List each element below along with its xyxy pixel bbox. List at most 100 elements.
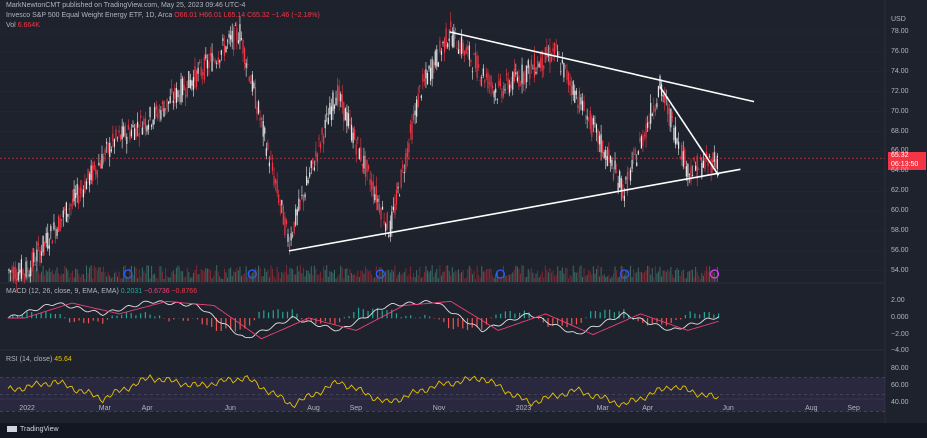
candle-body xyxy=(140,115,142,118)
candle-body xyxy=(442,41,444,44)
candle-body xyxy=(315,151,317,157)
volume-bar xyxy=(289,267,291,282)
volume-bar xyxy=(86,265,87,282)
volume-bar xyxy=(592,266,594,282)
candle-body xyxy=(169,96,171,103)
volume-line: Vol 6.664K xyxy=(6,22,40,29)
volume-bar xyxy=(510,273,512,282)
volume-bar xyxy=(293,274,295,282)
macd-hist-bar xyxy=(556,318,559,324)
macd-hist-bar xyxy=(443,318,445,323)
volume-bar xyxy=(76,269,78,282)
candle-body xyxy=(133,128,136,141)
volume-bar xyxy=(98,267,100,282)
macd-hist-bar xyxy=(334,318,336,325)
candle-body xyxy=(75,193,77,199)
volume-bar xyxy=(360,270,362,282)
candle-body xyxy=(716,155,718,170)
candle-body xyxy=(536,60,539,70)
tradingview-logo-icon xyxy=(7,426,17,433)
candle-body xyxy=(61,219,63,221)
volume-bar xyxy=(285,265,287,282)
volume-bar xyxy=(290,267,292,282)
candle-body xyxy=(152,119,154,125)
price-tick-label: 78.00 xyxy=(891,28,909,35)
volume-bar xyxy=(213,275,215,282)
candle-body xyxy=(648,121,650,124)
rsi-legend[interactable]: RSI (14, close) 45.64 xyxy=(6,356,72,363)
time-tick-label: 2022 xyxy=(19,405,35,412)
volume-bar xyxy=(19,275,21,282)
macd-name: MACD (12, 26, close, 9, EMA, EMA) xyxy=(6,288,119,295)
candle-body xyxy=(71,198,74,203)
volume-bar xyxy=(478,275,480,282)
candle-body xyxy=(95,168,97,175)
volume-bar xyxy=(378,267,380,282)
candle-body xyxy=(555,44,557,46)
candle-body xyxy=(366,159,368,173)
macd-hist-bar xyxy=(258,311,260,319)
volume-bar xyxy=(55,271,56,282)
volume-bar xyxy=(295,274,297,282)
tradingview-brand[interactable]: TradingView xyxy=(7,426,59,433)
volume-bar xyxy=(676,268,678,282)
symbol-title[interactable]: Invesco S&P 500 Equal Weight Energy ETF,… xyxy=(6,12,173,19)
macd-hist-bar xyxy=(158,315,161,319)
volume-bar xyxy=(239,266,241,282)
rsi-tick-label: 40.00 xyxy=(891,399,909,406)
volume-bar xyxy=(597,265,599,282)
candle-body xyxy=(687,164,689,178)
candle-body xyxy=(543,65,545,70)
volume-bar xyxy=(671,274,673,282)
candle-body xyxy=(434,51,436,66)
macd-hist-bar xyxy=(594,310,597,319)
volume-bar xyxy=(639,272,641,282)
candle-body xyxy=(554,43,556,55)
candle-body xyxy=(713,152,715,163)
macd-tick-label: −2.00 xyxy=(891,330,909,338)
volume-label[interactable]: Vol xyxy=(6,22,16,29)
volume-bar xyxy=(591,274,593,282)
candle-body xyxy=(42,235,44,253)
candle-body xyxy=(171,88,173,93)
candle-body xyxy=(250,80,252,85)
volume-bar xyxy=(690,269,692,282)
candle-body xyxy=(226,40,229,42)
volume-bar xyxy=(355,275,357,282)
candle-body xyxy=(233,26,235,50)
candle-body xyxy=(679,157,681,159)
volume-bar xyxy=(250,274,252,282)
candle-body xyxy=(374,194,376,201)
volume-bar xyxy=(144,272,146,282)
candle-body xyxy=(127,124,129,130)
volume-bar xyxy=(276,266,278,282)
candle-body xyxy=(28,274,30,277)
volume-bar xyxy=(464,278,466,282)
macd-hist-bar xyxy=(348,316,350,319)
volume-bar xyxy=(444,271,446,282)
volume-bar xyxy=(560,270,562,282)
candle-body xyxy=(457,49,460,54)
candle-body xyxy=(85,181,88,190)
volume-bar xyxy=(606,276,608,282)
macd-legend[interactable]: MACD (12, 26, close, 9, EMA, EMA) 0.2031… xyxy=(6,288,197,295)
volume-bar xyxy=(547,272,549,282)
volume-bar xyxy=(157,278,159,282)
candle-body xyxy=(454,27,456,31)
volume-bar xyxy=(275,278,277,282)
volume-bar xyxy=(219,276,221,282)
candle-body xyxy=(443,37,446,53)
volume-bar xyxy=(185,276,187,282)
candle-body xyxy=(682,151,684,167)
volume-bar xyxy=(175,267,177,282)
candle-body xyxy=(182,78,184,96)
volume-bar xyxy=(312,275,314,282)
volume-bar xyxy=(202,270,204,282)
trendline xyxy=(449,31,755,103)
volume-bar xyxy=(330,271,332,282)
volume-bar xyxy=(470,267,472,282)
candle-body xyxy=(56,229,58,236)
volume-bar xyxy=(352,274,354,282)
volume-bar xyxy=(34,269,36,282)
